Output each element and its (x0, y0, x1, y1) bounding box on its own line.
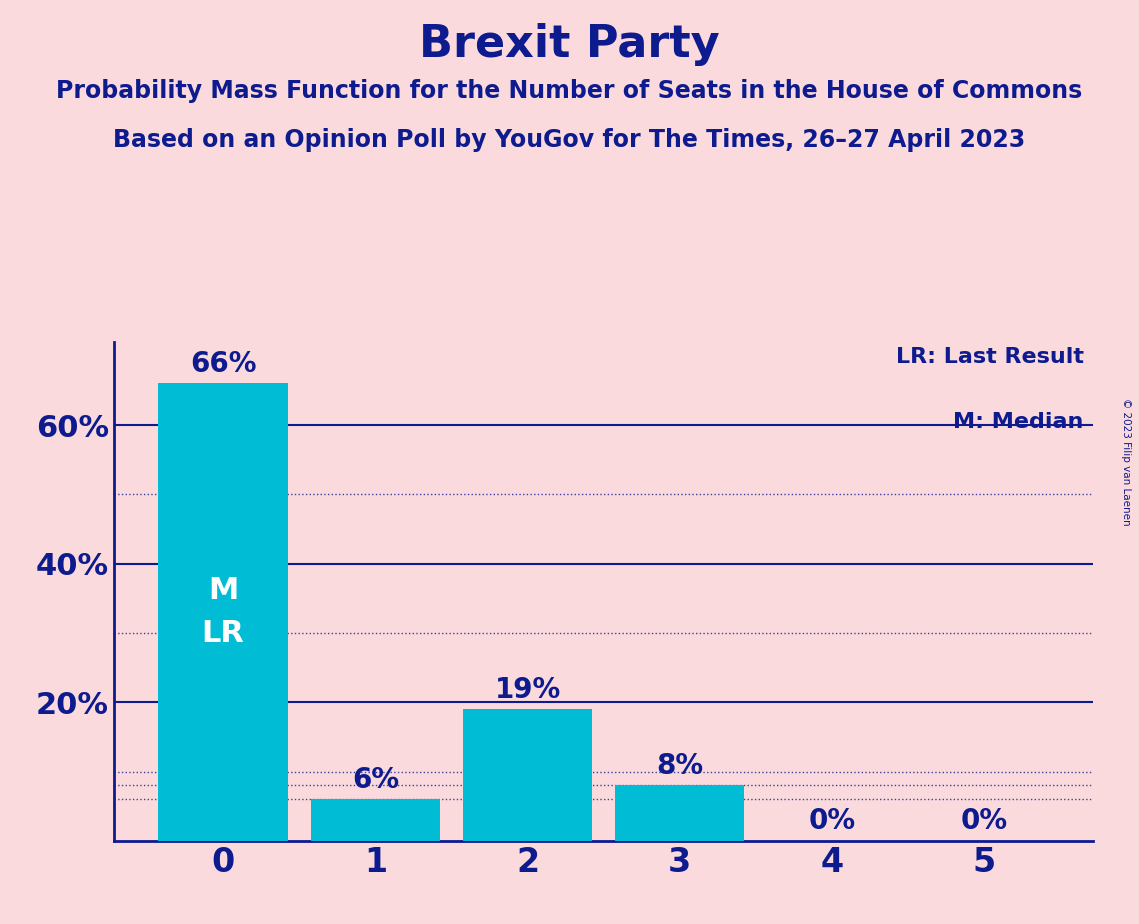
Text: 0%: 0% (809, 808, 855, 835)
Text: 19%: 19% (494, 675, 560, 704)
Bar (615, 785, 745, 841)
Text: M: Median: M: Median (953, 412, 1083, 432)
Text: M
LR: M LR (202, 577, 245, 648)
Text: Probability Mass Function for the Number of Seats in the House of Commons: Probability Mass Function for the Number… (56, 79, 1083, 103)
Bar (462, 710, 592, 841)
Text: © 2023 Filip van Laenen: © 2023 Filip van Laenen (1121, 398, 1131, 526)
Text: Based on an Opinion Poll by YouGov for The Times, 26–27 April 2023: Based on an Opinion Poll by YouGov for T… (114, 128, 1025, 152)
Text: 66%: 66% (190, 350, 256, 378)
Text: Brexit Party: Brexit Party (419, 23, 720, 67)
Bar (158, 383, 288, 841)
Text: 8%: 8% (656, 752, 704, 780)
Text: 0%: 0% (960, 808, 1008, 835)
Text: 6%: 6% (352, 766, 399, 794)
Text: LR: Last Result: LR: Last Result (895, 346, 1083, 367)
Bar (311, 799, 440, 841)
